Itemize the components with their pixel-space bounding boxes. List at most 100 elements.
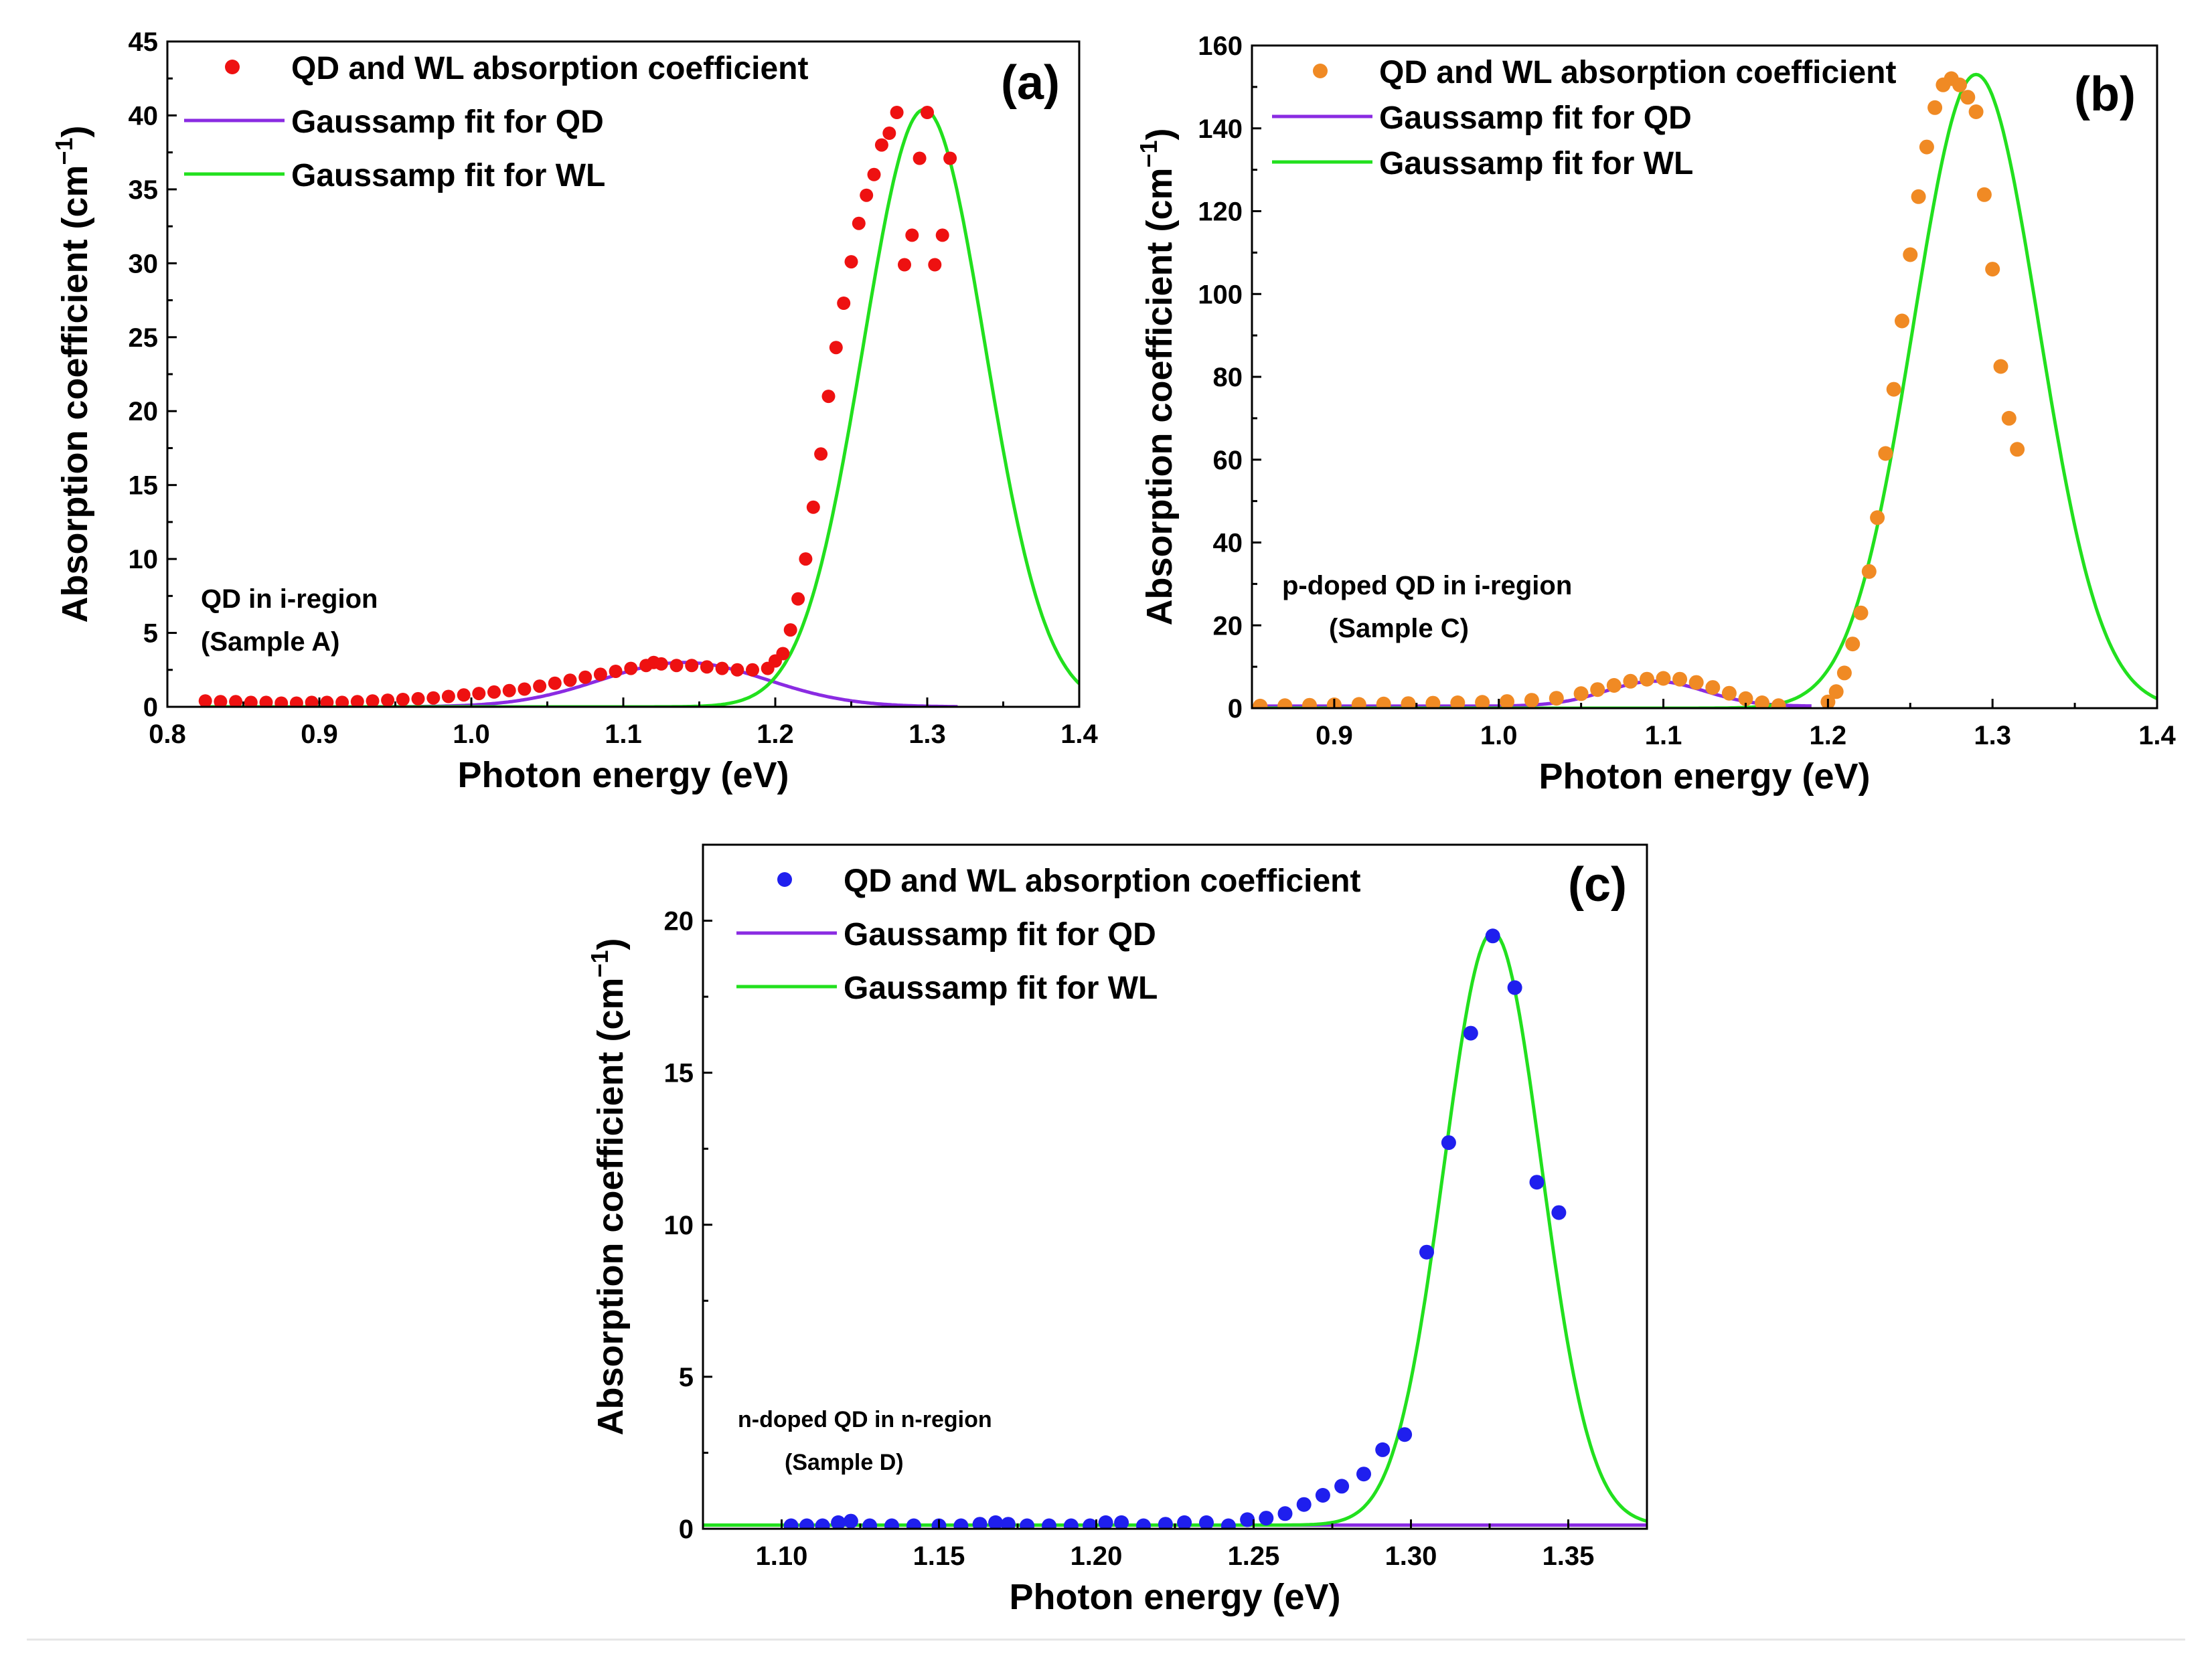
data-point (1485, 928, 1500, 944)
data-point (1063, 1518, 1079, 1529)
data-point (214, 695, 228, 707)
data-point (1220, 1518, 1236, 1529)
y-tick-label: 30 (129, 249, 159, 278)
plot-area (198, 106, 1079, 707)
x-tick-label: 1.2 (1810, 721, 1847, 750)
y-axis-title-main: Absorption coefficient (cm (55, 165, 95, 622)
data-point (441, 689, 455, 703)
data-point (1240, 1512, 1255, 1527)
data-point (1845, 637, 1861, 652)
data-point (1401, 696, 1416, 708)
y-axis-title-main: Absorption coefficient (cm (590, 977, 631, 1435)
data-point (198, 694, 212, 707)
data-point (1870, 510, 1885, 525)
panel-label: (b) (2074, 68, 2136, 121)
data-point (533, 679, 547, 693)
data-point (1500, 694, 1514, 708)
data-point (350, 695, 364, 707)
data-point (563, 673, 577, 687)
y-axis-title-sup: −1 (586, 950, 613, 977)
x-tick-label: 1.10 (756, 1541, 808, 1571)
data-point (806, 500, 820, 514)
data-point (1000, 1517, 1016, 1529)
data-point (1376, 696, 1391, 708)
data-point (867, 167, 881, 181)
legend-label: Gaussamp fit for QD (291, 104, 604, 140)
data-point (1277, 698, 1293, 708)
data-point (884, 1518, 899, 1529)
data-point (1903, 247, 1918, 262)
data-point (1721, 685, 1737, 701)
data-point (1351, 697, 1366, 708)
chart-panel-c: 1.10 1.15 1.20 1.25 1.30 1.35 0 5 10 15 20 Photon e… (586, 843, 1648, 1617)
data-point (669, 659, 684, 673)
data-point (1640, 671, 1654, 687)
data-point (1375, 1442, 1391, 1457)
data-point (1549, 691, 1564, 706)
legend-marker-points (777, 872, 792, 887)
y-axis-title: Absorption coefficient (cm−1) (50, 125, 95, 622)
data-point (1083, 1518, 1098, 1529)
data-point (844, 255, 858, 269)
data-point (1688, 675, 1704, 690)
data-point (472, 687, 486, 701)
data-point (791, 592, 805, 606)
data-point (1315, 1488, 1330, 1503)
data-point (890, 106, 904, 119)
y-tick-label: 45 (129, 27, 159, 57)
legend-label: QD and WL absorption coefficient (1379, 55, 1896, 90)
data-point (1738, 691, 1753, 706)
data-point (1993, 359, 2008, 374)
data-point (843, 1513, 858, 1529)
data-point (1296, 1497, 1312, 1512)
data-point (2001, 410, 2017, 426)
data-point (906, 1518, 921, 1529)
data-point (1836, 665, 1852, 681)
panel-label: (a) (1001, 56, 1060, 110)
legend-label: Gaussamp fit for WL (291, 158, 605, 193)
x-tick-label: 1.3 (908, 720, 946, 749)
data-point (1755, 695, 1769, 708)
y-tick-label: 0 (1228, 694, 1243, 724)
data-point (426, 691, 441, 705)
data-point (905, 228, 919, 242)
data-point (1277, 1506, 1293, 1521)
data-point (289, 696, 303, 707)
x-tick-label: 1.25 (1228, 1541, 1280, 1571)
data-point (1960, 90, 1976, 105)
y-tick-label: 0 (143, 693, 158, 722)
data-point (1098, 1515, 1113, 1529)
data-point (305, 695, 319, 707)
y-tick-label: 40 (129, 101, 159, 131)
data-point (609, 665, 623, 678)
data-point (1425, 695, 1441, 708)
wl-fit-curve (703, 930, 1647, 1527)
data-point (1199, 1515, 1214, 1529)
x-tick-label: 1.1 (605, 720, 642, 749)
sample-annotation: (Sample A) (201, 627, 339, 657)
data-point (913, 151, 927, 165)
sample-annotation: (Sample D) (785, 1450, 904, 1475)
data-point (715, 661, 729, 675)
data-point (1861, 564, 1877, 579)
plot-area (703, 928, 1647, 1529)
axes-frame (1251, 44, 2158, 710)
x-tick-label: 1.35 (1543, 1541, 1595, 1571)
data-point (518, 682, 532, 696)
data-point (1475, 695, 1490, 708)
legend: QD and WL absorption coefficient Gaussamp… (184, 51, 808, 193)
data-point (1529, 1175, 1545, 1190)
legend: QD and WL absorption coefficient Gaussamp… (736, 863, 1360, 1006)
y-axis-title-end: ) (590, 938, 631, 950)
data-point (1158, 1517, 1173, 1529)
data-point (1590, 682, 1605, 697)
x-tick-label: 1.4 (1060, 720, 1098, 749)
panel-label: (c) (1568, 858, 1627, 912)
data-point (1886, 382, 1901, 397)
x-tick-label: 0.8 (149, 720, 186, 749)
y-tick-label: 120 (1198, 197, 1243, 227)
y-tick-label: 140 (1198, 114, 1243, 144)
x-tick-label: 1.2 (757, 720, 794, 749)
y-tick-label: 10 (129, 545, 159, 574)
x-axis-title: Photon energy (eV) (457, 755, 789, 795)
